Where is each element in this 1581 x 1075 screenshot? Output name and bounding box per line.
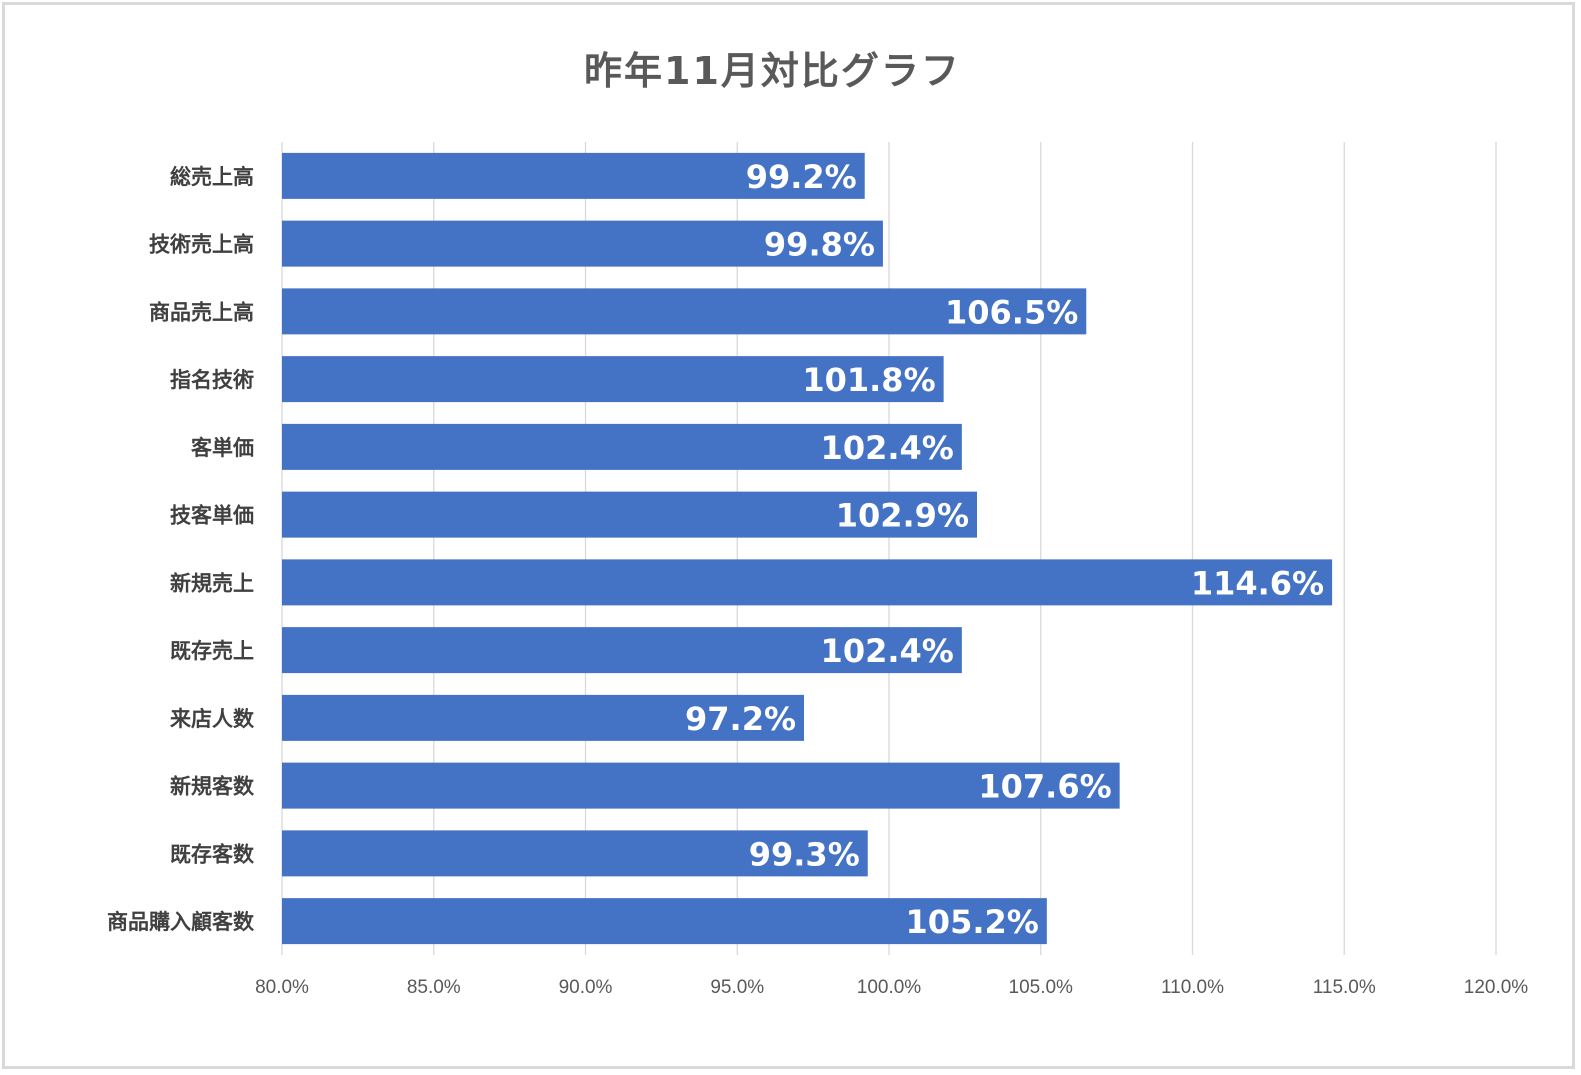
bar	[282, 627, 962, 674]
x-tick-label: 90.0%	[559, 977, 613, 998]
category-label: 客単価	[191, 436, 254, 460]
data-label: 102.9%	[836, 497, 969, 535]
category-labels: 総売上高技術売上高商品売上高指名技術客単価技客単価新規売上既存売上来店人数新規客…	[107, 165, 255, 934]
category-label: 指名技術	[170, 368, 254, 392]
category-label: 商品購入顧客数	[107, 910, 255, 934]
bar	[282, 898, 1047, 945]
data-label: 99.8%	[764, 226, 875, 264]
data-label: 102.4%	[821, 429, 954, 467]
chart-title: 昨年11月対比グラフ	[584, 49, 961, 93]
category-label: 技術売上高	[149, 233, 254, 257]
category-label: 既存客数	[170, 842, 255, 866]
bar	[282, 423, 962, 470]
x-tick-label: 85.0%	[407, 977, 461, 998]
data-label: 97.2%	[685, 700, 796, 738]
gridlines	[281, 142, 1497, 955]
data-label: 114.6%	[1191, 564, 1324, 602]
x-tick-label: 80.0%	[255, 977, 309, 998]
data-label: 99.2%	[746, 158, 857, 196]
category-label: 新規客数	[170, 775, 255, 799]
x-tick-label: 100.0%	[857, 977, 922, 998]
category-label: 既存売上	[170, 639, 254, 663]
data-label: 105.2%	[906, 903, 1039, 941]
category-label: 商品売上高	[149, 300, 254, 324]
category-label: 来店人数	[170, 707, 255, 731]
data-label: 107.6%	[978, 768, 1111, 806]
bar	[282, 356, 944, 403]
category-label: 技客単価	[170, 504, 254, 528]
data-label: 106.5%	[945, 293, 1078, 331]
x-tick-label: 105.0%	[1009, 977, 1074, 998]
x-tick-labels: 80.0% 85.0% 90.0% 95.0% 100.0% 105.0% 110.0% 11…	[255, 977, 1528, 998]
x-tick-label: 115.0%	[1313, 977, 1376, 998]
x-tick-label: 120.0%	[1464, 977, 1529, 998]
bar	[282, 491, 978, 538]
category-label: 総売上高	[170, 165, 254, 189]
category-label: 新規売上	[170, 571, 254, 595]
data-label: 99.3%	[749, 835, 860, 873]
bar	[282, 152, 865, 199]
bar	[282, 694, 805, 741]
bar	[282, 762, 1120, 809]
bar	[282, 220, 883, 267]
bar	[282, 830, 868, 877]
bars: 99.2% 99.8% 106.5% 101.8% 102.4% 102.9% 114.6%…	[282, 152, 1333, 945]
x-tick-label: 95.0%	[710, 977, 764, 998]
bar	[282, 288, 1087, 335]
data-label: 102.4%	[821, 632, 954, 670]
data-label: 101.8%	[802, 361, 935, 399]
x-tick-label: 110.0%	[1161, 977, 1224, 998]
bar	[282, 559, 1333, 606]
